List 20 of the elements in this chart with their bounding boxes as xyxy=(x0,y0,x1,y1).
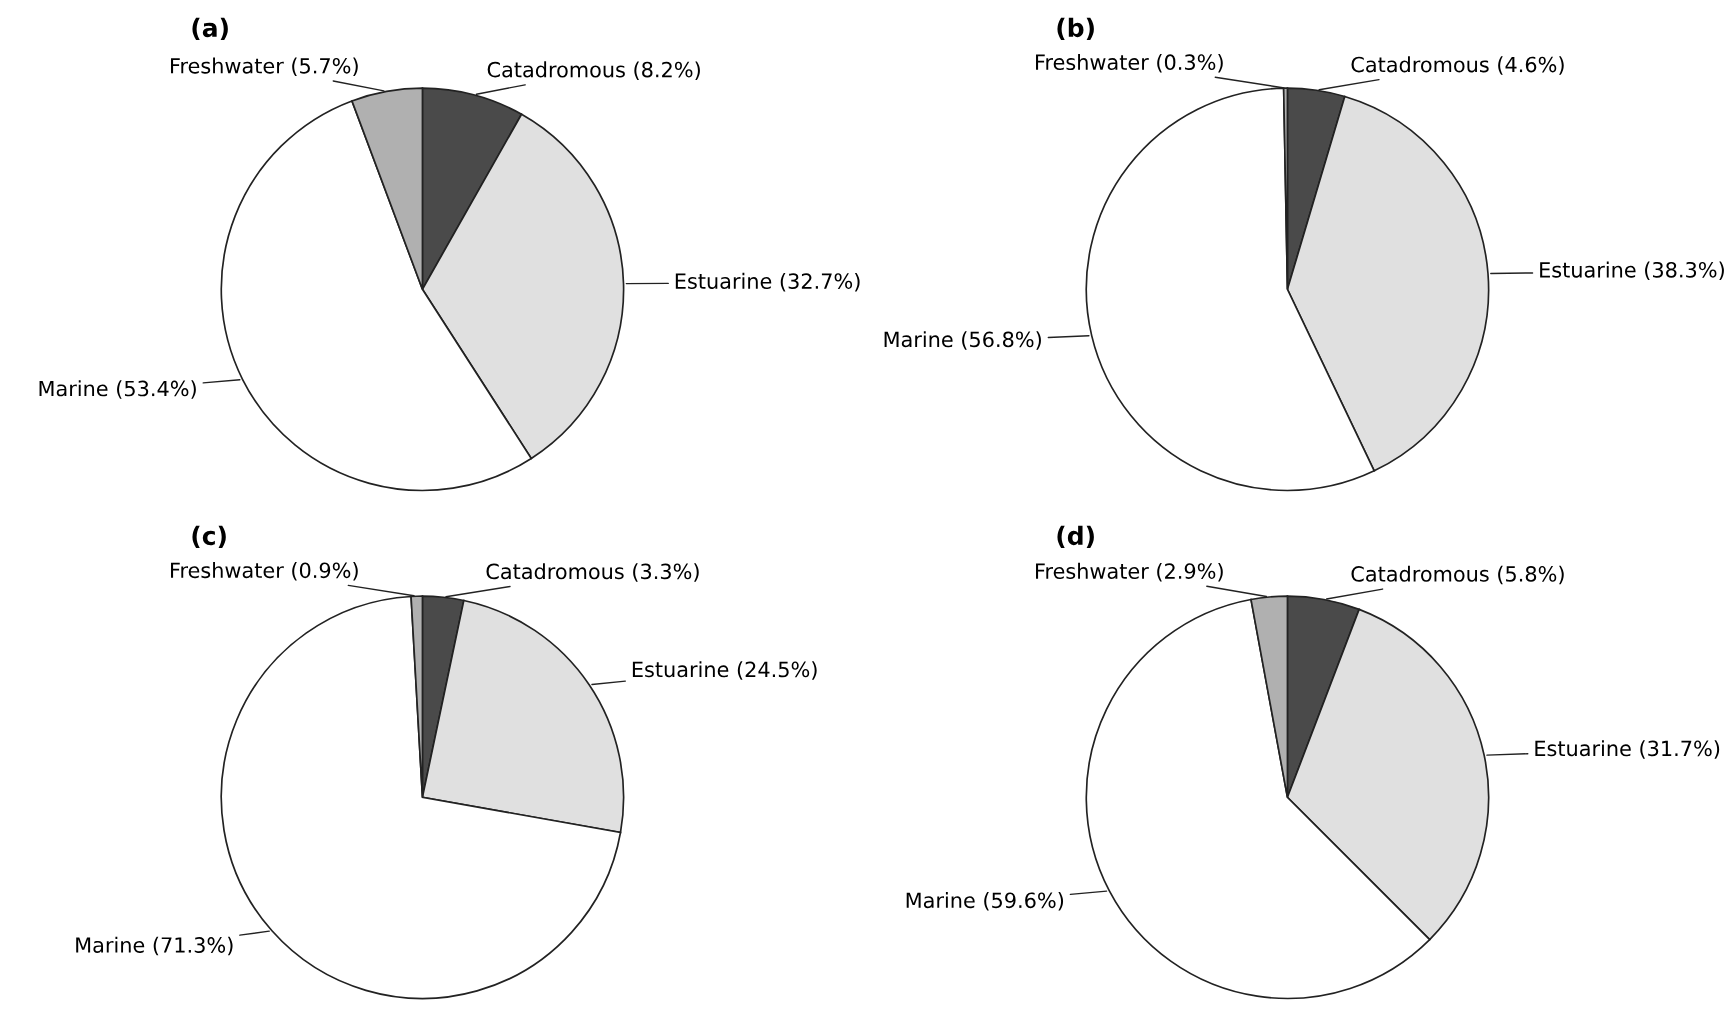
slice-label: Freshwater (0.3%) xyxy=(1036,53,1223,73)
chart-title: (c) xyxy=(192,525,226,549)
slice-label: Catadromous (5.8%) xyxy=(1351,565,1564,585)
slice-label: Marine (53.4%) xyxy=(39,380,196,399)
slice-label: Catadromous (4.6%) xyxy=(1351,56,1564,75)
slice-label: Catadromous (3.3%) xyxy=(486,563,699,582)
slice-label: Catadromous (8.2%) xyxy=(487,61,700,80)
slice-label: Estuarine (32.7%) xyxy=(675,272,860,292)
slice-label: Marine (59.6%) xyxy=(906,892,1064,911)
slice-label: Freshwater (0.9%) xyxy=(171,562,358,581)
slice-label: Estuarine (24.5%) xyxy=(632,661,817,680)
slice-label: Estuarine (31.7%) xyxy=(1535,740,1720,759)
chart-title: (a) xyxy=(192,17,228,41)
slice-label: Marine (56.8%) xyxy=(884,331,1041,350)
slice-label: Marine (71.3%) xyxy=(76,936,233,956)
slice-label: Estuarine (38.3%) xyxy=(1540,261,1724,281)
slice-label: Freshwater (2.9%) xyxy=(1036,562,1223,582)
slice-label: Freshwater (5.7%) xyxy=(171,57,358,77)
chart-title: (d) xyxy=(1057,525,1094,549)
chart-title: (b) xyxy=(1057,17,1094,41)
